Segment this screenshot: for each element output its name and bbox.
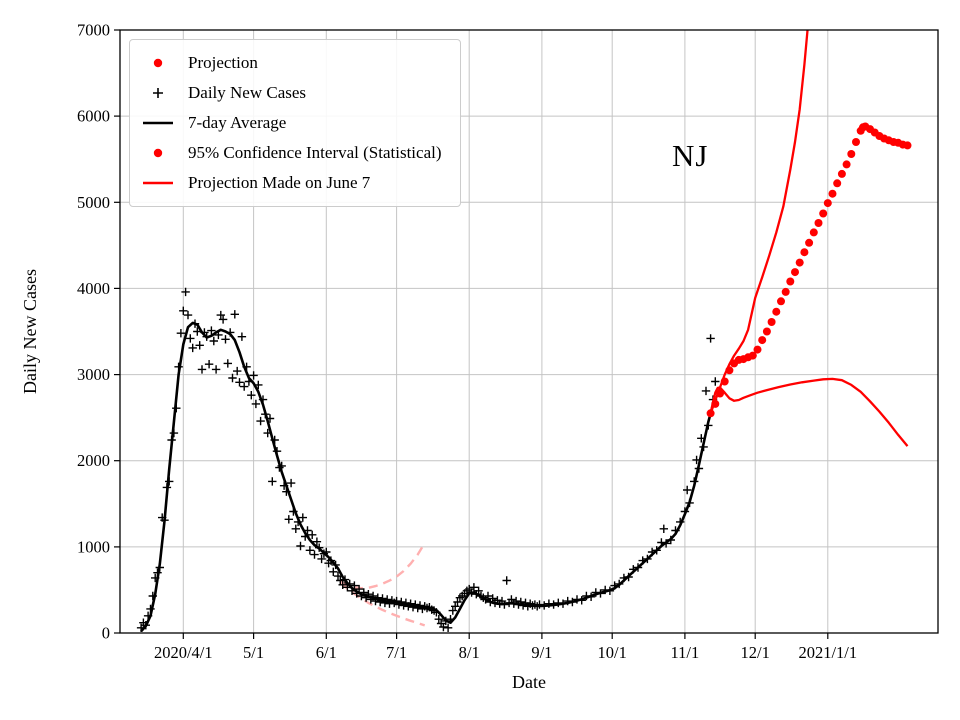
y-tick-label: 5000 bbox=[77, 193, 110, 212]
x-tick-label: 8/1 bbox=[459, 643, 480, 662]
ci-lower-line bbox=[709, 377, 909, 447]
x-tick-label: 6/1 bbox=[316, 643, 337, 662]
y-tick-label: 2000 bbox=[77, 451, 110, 470]
black-line-icon bbox=[138, 115, 178, 131]
ci-dot-icon bbox=[138, 145, 178, 161]
red-line-icon bbox=[138, 175, 178, 191]
legend-label-daily-new-cases: Daily New Cases bbox=[188, 83, 307, 102]
y-tick-label: 7000 bbox=[77, 21, 110, 40]
y-tick-label: 4000 bbox=[77, 279, 110, 298]
x-tick-label: 5/1 bbox=[243, 643, 264, 662]
x-tick-label: 9/1 bbox=[531, 643, 552, 662]
y-axis-label: Daily New Cases bbox=[20, 269, 40, 394]
y-tick-label: 1000 bbox=[77, 537, 110, 556]
x-tick-label: 12/1 bbox=[741, 643, 770, 662]
state-annotation: NJ bbox=[672, 138, 709, 173]
x-tick-label: 2021/1/1 bbox=[798, 643, 857, 662]
projection-dot-icon bbox=[138, 55, 178, 71]
x-tick-label: 10/1 bbox=[598, 643, 627, 662]
legend-item-confidence-interval: 95% Confidence Interval (Statistical) bbox=[138, 138, 442, 168]
y-tick-label: 3000 bbox=[77, 365, 110, 384]
legend-item-7-day-average: 7-day Average bbox=[138, 108, 442, 138]
june7-ci-upper-line bbox=[339, 543, 426, 590]
plot-border bbox=[119, 29, 939, 634]
x-axis-label: Date bbox=[512, 672, 546, 692]
legend-label-june7-projection: Projection Made on June 7 bbox=[188, 173, 371, 192]
ci-upper-line bbox=[709, 30, 809, 414]
projection-dots bbox=[706, 122, 912, 418]
legend-item-june7-projection: Projection Made on June 7 bbox=[138, 168, 442, 198]
june7-ci-lower-line bbox=[339, 582, 426, 627]
legend-item-projection: Projection bbox=[138, 48, 442, 78]
seven-day-average-line bbox=[140, 321, 715, 633]
legend-label-7-day-average: 7-day Average bbox=[188, 113, 287, 132]
y-tick-label: 6000 bbox=[77, 107, 110, 126]
x-tick-label: 11/1 bbox=[671, 643, 700, 662]
y-tick-label: 0 bbox=[102, 624, 110, 643]
axis-ticks bbox=[114, 29, 829, 639]
legend-label-projection: Projection bbox=[188, 53, 258, 72]
daily-new-cases-markers bbox=[136, 287, 720, 632]
plus-marker-icon bbox=[138, 85, 178, 101]
legend: Projection Daily New Cases 7-day Average… bbox=[129, 39, 461, 207]
series bbox=[136, 30, 912, 633]
x-tick-label: 7/1 bbox=[386, 643, 407, 662]
legend-label-confidence-interval: 95% Confidence Interval (Statistical) bbox=[188, 143, 442, 162]
x-tick-label: 2020/4/1 bbox=[154, 643, 213, 662]
tick-labels: 0 1000 2000 3000 4000 5000 6000 7000 2020/4/1 5/1… bbox=[77, 21, 857, 663]
legend-item-daily-new-cases: Daily New Cases bbox=[138, 78, 442, 108]
